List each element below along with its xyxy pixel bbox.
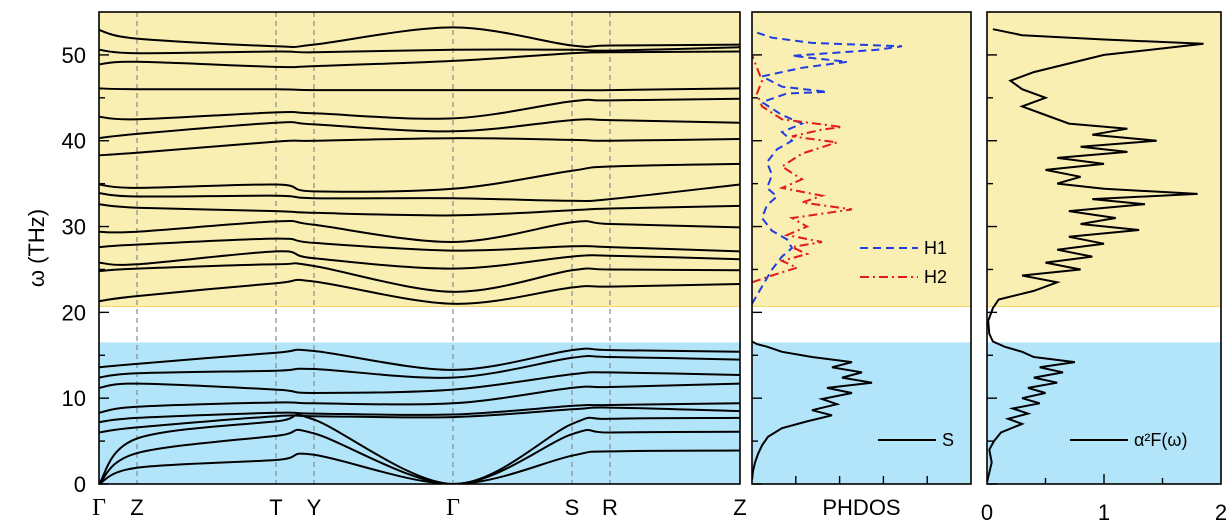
eliashberg-curve <box>987 28 1204 483</box>
y-tick-label: 0 <box>74 472 86 497</box>
frame-layer <box>98 11 1222 485</box>
dispersion-branches <box>99 26 740 484</box>
phdos-axis-label: PHDOS <box>822 495 900 520</box>
shaded-band-0 <box>752 342 971 484</box>
phonon-branch-line <box>99 354 740 379</box>
phdos-h2-line <box>752 54 853 284</box>
alpha2f-line <box>987 28 1204 483</box>
phonon-branch-line <box>99 347 740 371</box>
panel-frame-0 <box>98 11 741 485</box>
phonon-branch-line <box>99 278 740 305</box>
legend-label: S <box>942 430 954 450</box>
y-tick-label: 20 <box>62 300 86 325</box>
x-tick-label: Z <box>130 495 143 520</box>
x-tick-label: 2 <box>1215 500 1227 525</box>
y-tick-label: 40 <box>62 129 86 154</box>
phonon-branch-line <box>99 203 740 217</box>
phonon-branch-line <box>99 371 740 395</box>
series-layer <box>99 26 1204 484</box>
phonon-branch-line <box>99 162 740 193</box>
y-tick-label: 30 <box>62 215 86 240</box>
legend-label: H2 <box>924 267 947 287</box>
phonon-branch-line <box>99 262 740 293</box>
shaded-band-0 <box>99 342 740 484</box>
phonon-branch-line <box>99 97 740 121</box>
phdos-h1-line <box>752 29 903 305</box>
phonon-branch-line <box>99 183 740 203</box>
x-tick-label: Γ <box>446 495 460 521</box>
shaded-band-1 <box>99 12 740 307</box>
x-tick-label: Y <box>307 495 322 520</box>
x-tick-label: T <box>269 495 282 520</box>
phonon-branch-line <box>99 87 740 92</box>
legend-label: H1 <box>924 238 947 258</box>
phdos-curves <box>752 29 903 480</box>
phonon-branch-line <box>99 402 740 424</box>
phonon-branch-line <box>99 237 740 253</box>
phonon-branch-line <box>99 118 740 140</box>
phonon-branch-line <box>99 428 740 484</box>
panel-frame-1 <box>751 11 972 485</box>
legend-label: α²F(ω) <box>1134 430 1187 450</box>
y-axis-label: ω (THz) <box>24 209 49 287</box>
phonon-branch-line <box>99 46 740 55</box>
x-tick-label: Z <box>733 495 746 520</box>
phonon-branch-line <box>99 26 740 49</box>
shaded-band-1 <box>752 12 971 307</box>
phonon-branch-line <box>99 50 740 69</box>
phonon-branch-line <box>99 413 740 484</box>
x-tick-label: 1 <box>1098 500 1110 525</box>
y-tick-label: 50 <box>62 43 86 68</box>
phonon-branch-line <box>99 449 740 484</box>
phonon-branch-line <box>99 137 740 157</box>
y-tick-label: 10 <box>62 386 86 411</box>
x-tick-label: Γ <box>92 495 106 521</box>
phdos-s-line <box>752 340 873 480</box>
phonon-branch-line <box>99 382 740 414</box>
phonon-branch-line <box>99 219 740 244</box>
x-tick-label: S <box>565 495 580 520</box>
phonon-branch-line <box>99 406 740 434</box>
x-tick-label: R <box>602 495 618 520</box>
x-tick-label: 0 <box>981 500 993 525</box>
shaded-band-1 <box>987 12 1221 307</box>
shaded-band-0 <box>987 342 1221 484</box>
phonon-branch-line <box>99 250 740 270</box>
